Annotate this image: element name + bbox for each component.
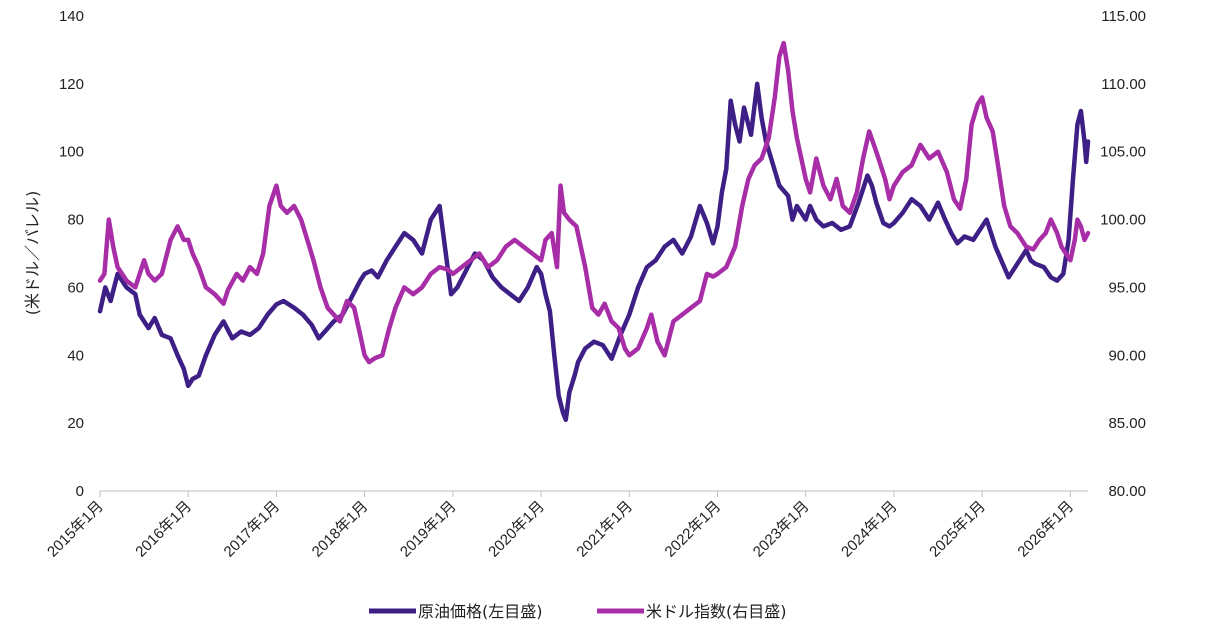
y-left-tick-label: 100: [59, 144, 84, 161]
x-tick-label: 2020年1月: [485, 498, 548, 561]
x-tick-label: 2026年1月: [1014, 498, 1077, 561]
y-axis-left: 0 20 40 60 80 100 120 140: [59, 8, 84, 500]
y-right-tick-label: 110.00: [1101, 76, 1146, 93]
series-line-dollar-index: [97, 40, 1091, 365]
y-left-tick-label: 60: [67, 279, 84, 296]
y-right-tick-label: 95.00: [1108, 279, 1146, 296]
y-right-tick-label: 105.00: [1100, 144, 1146, 161]
legend-item-dollar: 米ドル指数(右目盛): [597, 602, 787, 621]
y-right-tick-label: 80.00: [1108, 483, 1146, 500]
y-left-tick-label: 140: [59, 8, 84, 25]
legend: 原油価格(左目盛) 米ドル指数(右目盛): [369, 602, 787, 621]
series-line-crude-oil: [97, 81, 1091, 423]
y-left-tick-label: 20: [67, 415, 84, 432]
y-left-tick-label: 0: [76, 483, 84, 500]
y-left-tick-label: 40: [67, 347, 84, 364]
y-left-tick-label: 80: [67, 212, 84, 229]
legend-label-dollar: 米ドル指数(右目盛): [646, 602, 787, 621]
y-axis-right: 80.00 85.00 90.00 95.00 100.00 105.00 110.00 11…: [1100, 8, 1146, 500]
x-tick-label: 2016年1月: [132, 498, 195, 561]
y-right-tick-label: 85.00: [1108, 415, 1146, 432]
y-right-tick-label: 90.00: [1108, 347, 1146, 364]
x-tick-label: 2024年1月: [838, 498, 901, 561]
x-tick-label: 2023年1月: [750, 498, 813, 561]
legend-item-crude: 原油価格(左目盛): [369, 602, 543, 621]
x-tick-label: 2022年1月: [662, 498, 725, 561]
x-tick-label: 2021年1月: [573, 498, 636, 561]
y-left-tick-label: 120: [59, 76, 84, 93]
y-right-tick-label: 100.00: [1100, 212, 1146, 229]
x-tick-label: 2015年1月: [44, 498, 107, 561]
x-tick-label: 2018年1月: [309, 498, 372, 561]
series-layer: [97, 40, 1091, 423]
y-right-tick-label: 115.00: [1101, 8, 1146, 25]
x-axis: 2015年1月 2016年1月 2017年1月 2018年1月 2019年1月 2020年…: [44, 490, 1088, 561]
y-axis-left-label: (米ドル／バレル): [23, 191, 42, 316]
x-tick-label: 2017年1月: [221, 498, 284, 561]
legend-label-crude: 原油価格(左目盛): [418, 602, 543, 621]
x-tick-label: 2019年1月: [397, 498, 460, 561]
x-tick-label: 2025年1月: [926, 498, 989, 561]
